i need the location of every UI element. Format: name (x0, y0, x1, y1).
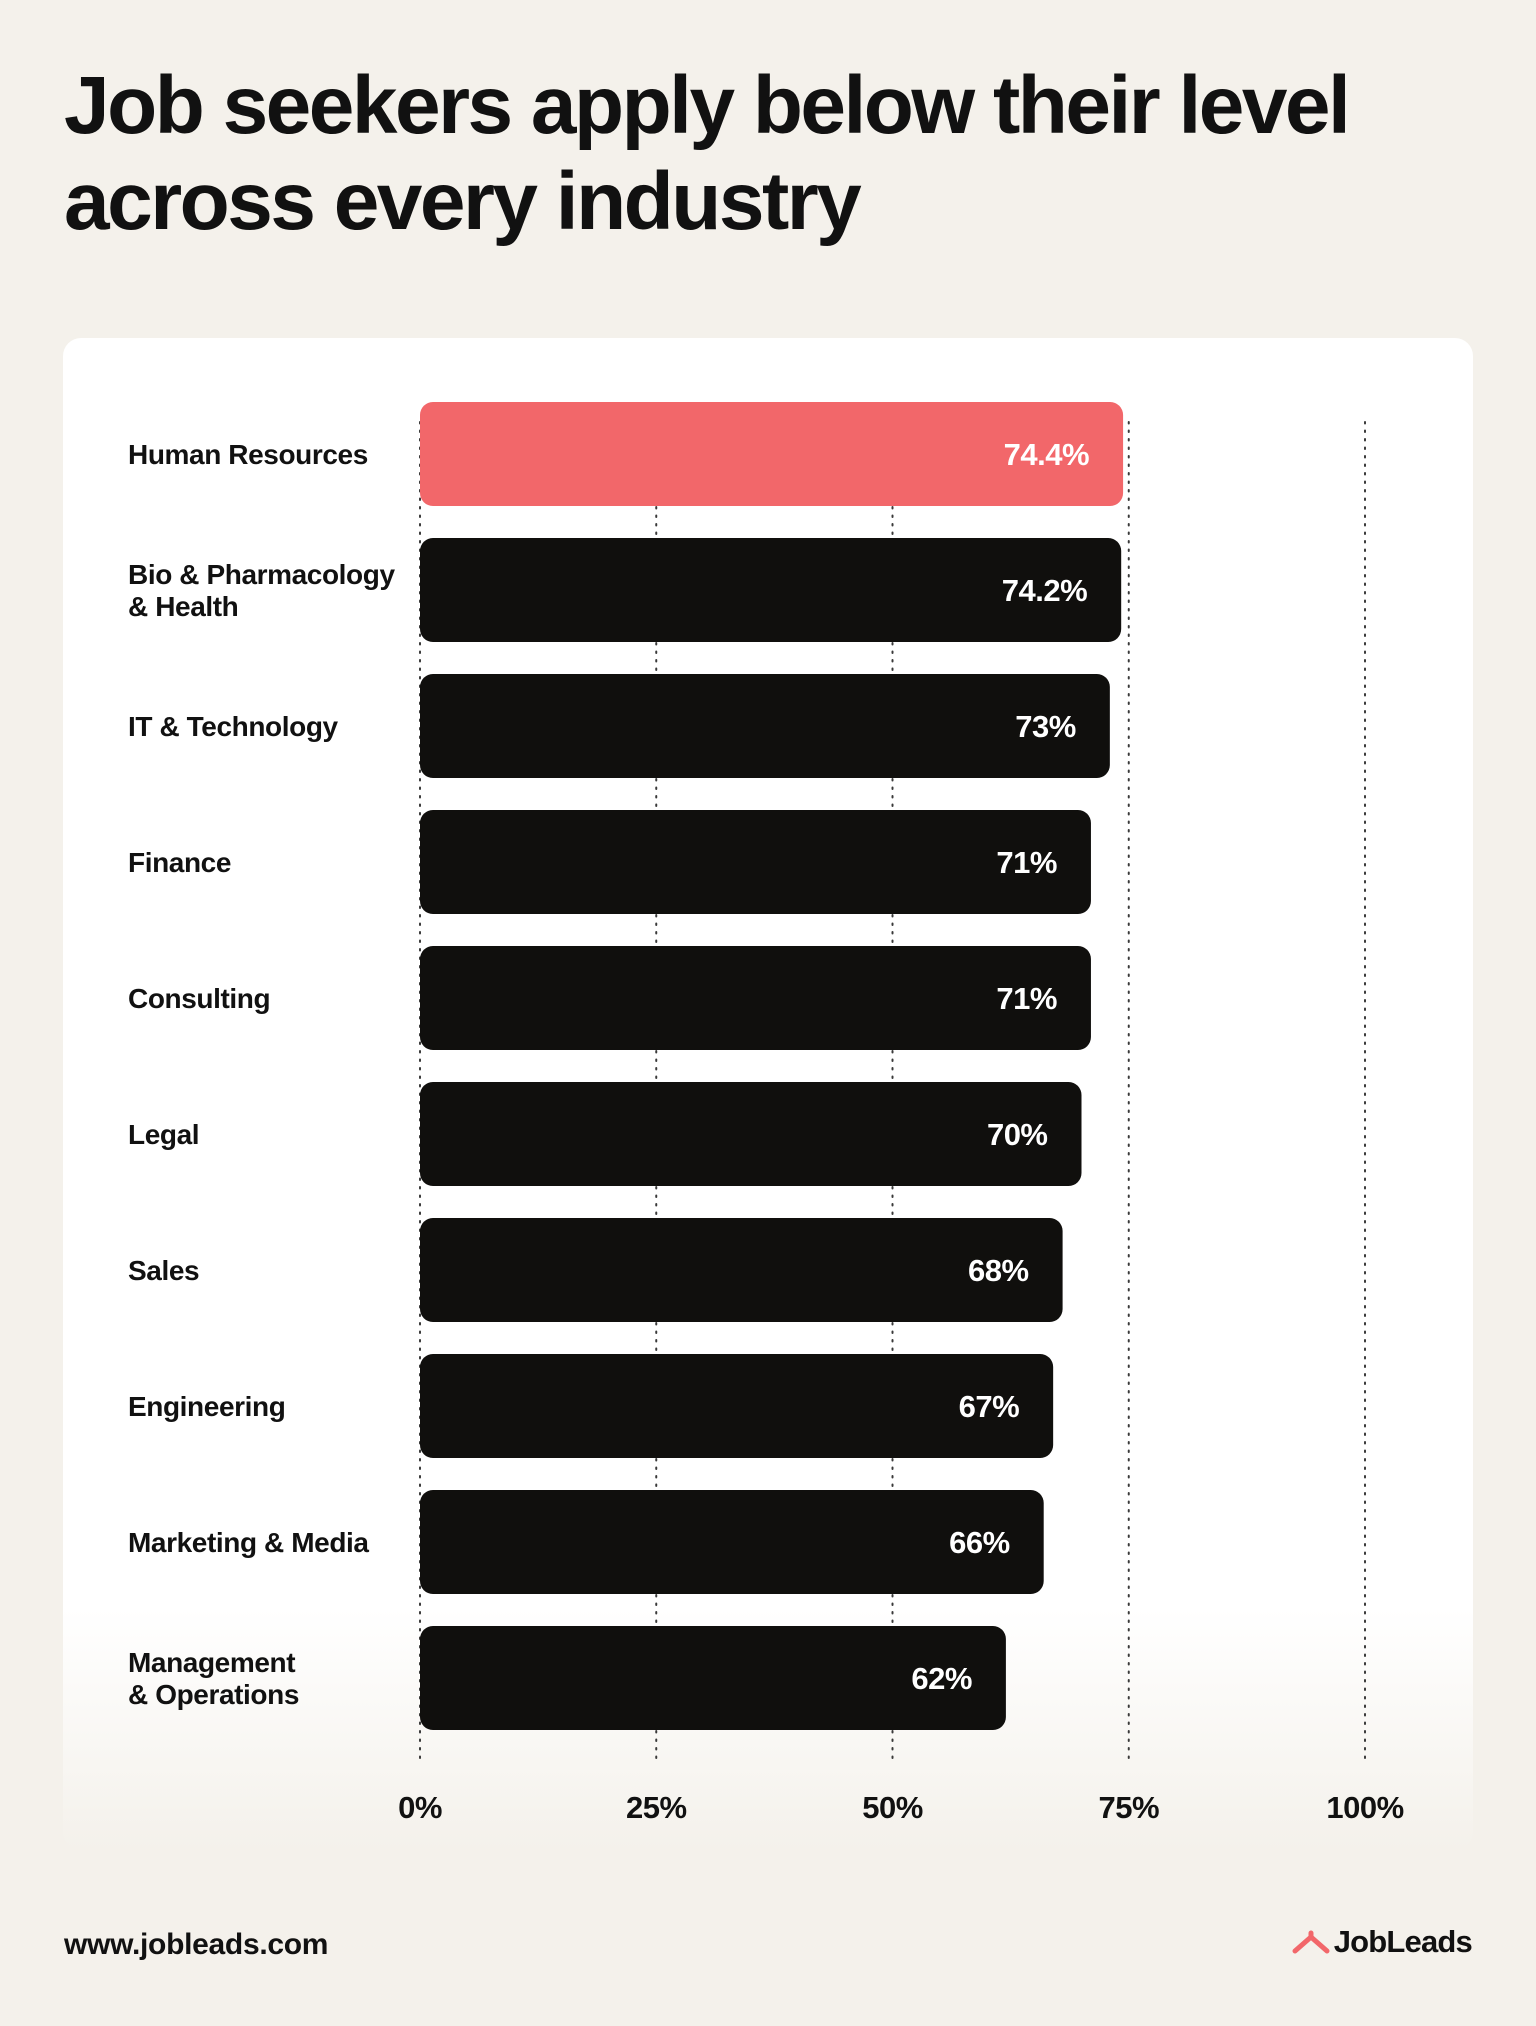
title-line-1: Job seekers apply below their level (64, 60, 1351, 151)
brand-name: JobLeads (1333, 1924, 1473, 1959)
category-label-line-2-0: IT & Technology (128, 711, 339, 742)
title-line-2: across every industry (64, 156, 862, 247)
bar-value-label-6: 68% (968, 1253, 1029, 1288)
category-label-line-9-0: Management (128, 1647, 295, 1678)
category-label-line-3-0: Finance (128, 847, 231, 878)
bar-1 (420, 538, 1122, 642)
category-label-line-6-0: Sales (128, 1255, 199, 1286)
x-tick-label-3: 75% (1098, 1790, 1159, 1825)
brand: JobLeads (1292, 1924, 1473, 1960)
category-label-4: Consulting (128, 983, 270, 1014)
category-label-3: Finance (128, 847, 231, 878)
bar-value-label-3: 71% (996, 845, 1057, 880)
category-label-7: Engineering (128, 1391, 285, 1422)
bar-value-label-5: 70% (987, 1117, 1048, 1152)
x-tick-label-2: 50% (862, 1790, 923, 1825)
category-label-8: Marketing & Media (128, 1527, 369, 1558)
category-label-line-8-0: Marketing & Media (128, 1527, 369, 1558)
bar-value-label-2: 73% (1015, 709, 1076, 744)
category-label-0: Human Resources (128, 439, 368, 470)
bar-7 (420, 1354, 1054, 1458)
bar-0 (420, 402, 1124, 506)
category-label-line-1-0: Bio & Pharmacology (128, 559, 395, 590)
bar-3 (420, 810, 1091, 914)
category-label-line-7-0: Engineering (128, 1391, 285, 1422)
category-label-line-4-0: Consulting (128, 983, 270, 1014)
bar-value-label-9: 62% (911, 1661, 972, 1696)
bar-5 (420, 1082, 1082, 1186)
bar-6 (420, 1218, 1063, 1322)
bar-value-label-8: 66% (949, 1525, 1010, 1560)
x-tick-label-0: 0% (398, 1790, 442, 1825)
x-tick-label-4: 100% (1326, 1790, 1403, 1825)
bar-4 (420, 946, 1091, 1050)
bar-9 (420, 1626, 1006, 1730)
category-label-5: Legal (128, 1119, 199, 1150)
category-label-9: Management & Operations (128, 1647, 299, 1710)
bar-value-label-4: 71% (996, 981, 1057, 1016)
category-label-line-5-0: Legal (128, 1119, 199, 1150)
bar-chart: 74.4% Human Resources 74.2% Bio & Pharmacol… (128, 402, 1404, 1825)
category-label-6: Sales (128, 1255, 199, 1286)
x-tick-label-1: 25% (626, 1790, 687, 1825)
jobleads-logo-icon (1292, 1930, 1330, 1954)
category-label-2: IT & Technology (128, 711, 339, 742)
page-title: Job seekers apply below their level acro… (64, 58, 1464, 250)
chart-card: 74.4% Human Resources 74.2% Bio & Pharmacol… (63, 338, 1473, 1850)
category-label-line-9-1: & Operations (128, 1679, 299, 1710)
bar-value-label-7: 67% (959, 1389, 1020, 1424)
bar-value-label-1: 74.2% (1002, 573, 1087, 608)
category-label-1: Bio & Pharmacology & Health (128, 559, 395, 622)
footer-url[interactable]: www.jobleads.com (64, 1928, 329, 1961)
category-label-line-0-0: Human Resources (128, 439, 368, 470)
bar-8 (420, 1490, 1044, 1594)
bar-2 (420, 674, 1110, 778)
bar-value-label-0: 74.4% (1004, 437, 1089, 472)
category-label-line-1-1: & Health (128, 591, 238, 622)
